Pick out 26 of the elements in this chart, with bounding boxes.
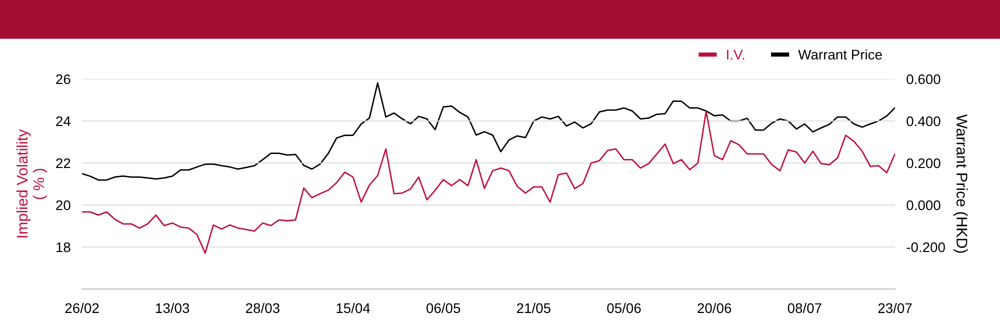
y-tick-label: 26 [56,74,70,84]
x-tick-label: 15/04 [336,302,370,314]
y2-tick-label: -0.200 [906,242,945,252]
x-tick-label: 08/07 [788,302,822,314]
x-tick-label: 23/07 [878,302,912,314]
x-tick-label: 13/03 [156,302,190,314]
y2-axis-title: Warrant Price (HKD) [953,114,968,253]
line-series [82,82,895,181]
y-tick-label: 20 [56,200,70,210]
line-series [82,110,895,254]
x-tick-label: 05/06 [607,302,641,314]
y2-tick-label: 0.400 [906,116,940,126]
y2-tick-label: 0.000 [906,200,940,210]
legend-label: I.V. [727,50,744,60]
x-tick-label: 28/03 [246,302,280,314]
y2-tick-label: 0.200 [906,158,940,168]
x-tick-label: 26/02 [65,302,99,314]
x-tick-label: 20/06 [698,302,732,314]
x-tick-label: 21/05 [516,302,550,314]
y-axis-title: Implied Volatility ( % ) [16,129,48,238]
legend-label: Warrant Price [798,49,882,60]
y-tick-label: 22 [56,158,70,168]
y2-tick-label: 0.600 [906,74,940,84]
y-tick-label: 24 [56,116,70,126]
x-tick-label: 06/05 [426,302,460,314]
y-tick-label: 18 [56,242,70,252]
